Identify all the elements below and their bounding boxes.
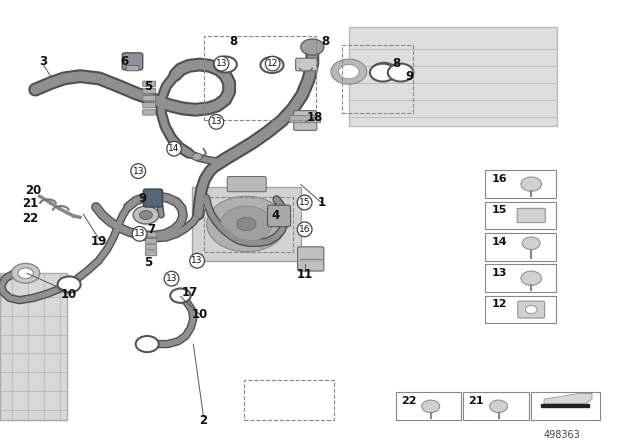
FancyBboxPatch shape xyxy=(485,202,556,229)
FancyBboxPatch shape xyxy=(485,233,556,261)
Text: 4: 4 xyxy=(271,209,279,223)
Circle shape xyxy=(525,306,537,314)
Circle shape xyxy=(490,400,508,413)
FancyBboxPatch shape xyxy=(485,264,556,292)
Circle shape xyxy=(214,56,237,73)
Circle shape xyxy=(18,268,33,279)
Text: 21: 21 xyxy=(468,396,484,406)
Circle shape xyxy=(371,63,397,81)
FancyBboxPatch shape xyxy=(145,251,157,256)
FancyBboxPatch shape xyxy=(145,238,157,243)
FancyBboxPatch shape xyxy=(0,273,67,420)
Text: 498363: 498363 xyxy=(543,430,580,439)
Circle shape xyxy=(301,39,324,55)
Circle shape xyxy=(260,57,284,73)
Circle shape xyxy=(521,177,541,191)
Circle shape xyxy=(522,237,540,250)
FancyBboxPatch shape xyxy=(517,208,545,223)
Text: 14: 14 xyxy=(168,144,180,153)
FancyBboxPatch shape xyxy=(143,110,156,115)
Circle shape xyxy=(136,336,159,352)
FancyBboxPatch shape xyxy=(518,301,545,318)
Circle shape xyxy=(221,206,272,242)
Text: 13: 13 xyxy=(191,256,203,265)
Circle shape xyxy=(192,153,202,160)
FancyBboxPatch shape xyxy=(298,247,324,271)
FancyBboxPatch shape xyxy=(126,65,139,71)
FancyBboxPatch shape xyxy=(143,88,156,94)
Text: 16: 16 xyxy=(299,225,310,234)
Circle shape xyxy=(331,59,367,84)
Text: 11: 11 xyxy=(296,267,313,281)
Text: 5: 5 xyxy=(145,79,152,93)
FancyBboxPatch shape xyxy=(227,177,266,192)
Circle shape xyxy=(133,206,159,224)
Circle shape xyxy=(170,289,191,303)
Text: 16: 16 xyxy=(492,174,507,184)
Text: 3: 3 xyxy=(40,55,47,69)
Text: 13: 13 xyxy=(492,268,507,278)
Text: 13: 13 xyxy=(166,274,177,283)
Text: 13: 13 xyxy=(134,229,145,238)
FancyBboxPatch shape xyxy=(122,53,143,70)
Text: 12: 12 xyxy=(492,299,507,309)
Text: 21
22: 21 22 xyxy=(22,197,39,224)
Text: 22: 22 xyxy=(401,396,416,406)
Polygon shape xyxy=(541,404,589,407)
Text: 13: 13 xyxy=(216,59,227,68)
Circle shape xyxy=(140,211,152,220)
Circle shape xyxy=(207,196,286,252)
Text: 20: 20 xyxy=(25,184,42,197)
FancyBboxPatch shape xyxy=(485,296,556,323)
Text: 9: 9 xyxy=(406,69,413,83)
Text: 13: 13 xyxy=(132,167,144,176)
Text: 8: 8 xyxy=(230,34,237,48)
Circle shape xyxy=(422,400,440,413)
FancyBboxPatch shape xyxy=(143,81,156,86)
Polygon shape xyxy=(192,187,301,261)
Text: 17: 17 xyxy=(181,285,198,299)
Text: 9: 9 xyxy=(138,191,146,205)
FancyBboxPatch shape xyxy=(463,392,529,420)
Circle shape xyxy=(521,271,541,285)
FancyBboxPatch shape xyxy=(145,232,157,237)
Text: 15: 15 xyxy=(492,205,507,215)
Text: 2: 2 xyxy=(200,414,207,427)
FancyBboxPatch shape xyxy=(143,95,156,101)
Text: 8: 8 xyxy=(393,57,401,70)
FancyBboxPatch shape xyxy=(290,116,321,123)
Text: 19: 19 xyxy=(90,234,107,248)
Text: 6: 6 xyxy=(120,55,128,69)
Text: 14: 14 xyxy=(492,237,507,246)
Circle shape xyxy=(58,276,81,293)
Text: 1: 1 xyxy=(317,196,325,209)
Text: 13: 13 xyxy=(211,117,222,126)
Circle shape xyxy=(339,65,359,79)
FancyBboxPatch shape xyxy=(485,170,556,198)
FancyBboxPatch shape xyxy=(143,189,163,207)
Text: 7: 7 xyxy=(147,223,155,236)
Polygon shape xyxy=(349,27,557,126)
Text: 5: 5 xyxy=(145,255,152,269)
FancyBboxPatch shape xyxy=(294,111,317,130)
Polygon shape xyxy=(544,393,592,404)
Text: 15: 15 xyxy=(299,198,310,207)
FancyBboxPatch shape xyxy=(145,245,157,250)
FancyBboxPatch shape xyxy=(531,392,600,420)
Text: 18: 18 xyxy=(307,111,323,124)
FancyBboxPatch shape xyxy=(268,205,291,227)
FancyBboxPatch shape xyxy=(143,103,156,108)
Circle shape xyxy=(12,263,40,283)
Text: 8: 8 xyxy=(321,34,329,48)
Circle shape xyxy=(388,64,413,82)
FancyBboxPatch shape xyxy=(396,392,461,420)
Circle shape xyxy=(237,217,256,231)
FancyBboxPatch shape xyxy=(296,58,317,71)
Text: 10: 10 xyxy=(191,308,208,321)
Circle shape xyxy=(370,64,396,82)
Text: 12: 12 xyxy=(267,59,278,68)
Text: 10: 10 xyxy=(61,288,77,302)
